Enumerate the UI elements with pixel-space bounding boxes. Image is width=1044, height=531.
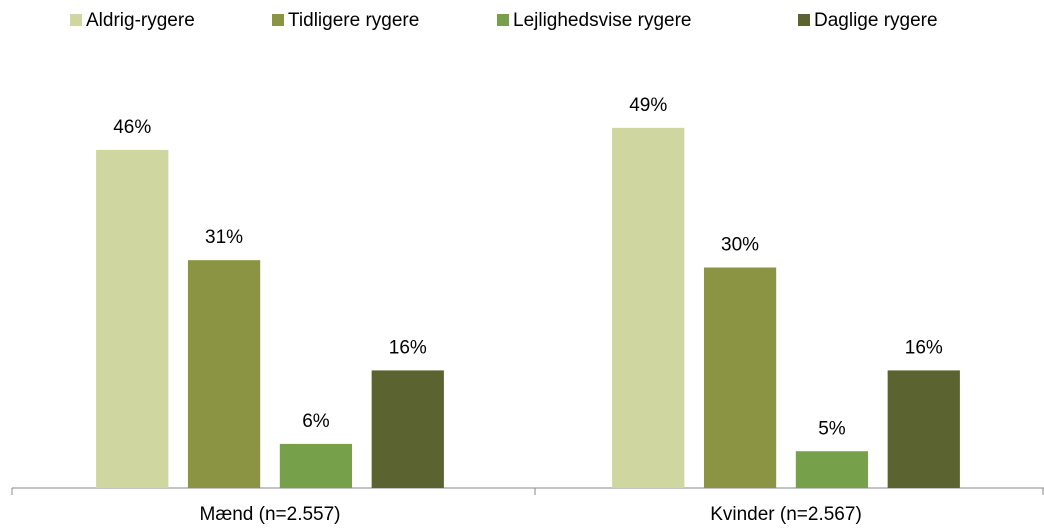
data-label: 16%	[389, 337, 427, 358]
legend-swatch	[798, 14, 810, 26]
legend-label: Tidligere rygere	[288, 10, 419, 31]
data-label: 49%	[629, 95, 667, 116]
legend-label: Aldrig-rygere	[86, 10, 195, 31]
legend-swatch	[497, 14, 509, 26]
bar	[703, 267, 777, 488]
bar	[187, 260, 261, 488]
bar	[795, 451, 869, 488]
bar	[371, 370, 444, 488]
x-tick-label: Mænd (n=2.557)	[200, 504, 341, 525]
bar	[279, 443, 353, 488]
data-label: 30%	[721, 235, 759, 256]
bar	[887, 370, 960, 488]
data-label: 6%	[302, 411, 330, 432]
legend-swatch	[272, 14, 284, 26]
data-label: 46%	[113, 117, 151, 138]
bar	[612, 127, 685, 488]
bar	[96, 149, 169, 488]
data-label: 31%	[205, 227, 243, 248]
legend-label: Lejlighedsvise rygere	[513, 10, 692, 31]
data-label: 5%	[818, 418, 846, 439]
legend-label: Daglige rygere	[814, 10, 938, 31]
legend-swatch	[70, 14, 82, 26]
x-tick-label: Kvinder (n=2.567)	[710, 504, 862, 525]
data-label: 16%	[905, 337, 943, 358]
